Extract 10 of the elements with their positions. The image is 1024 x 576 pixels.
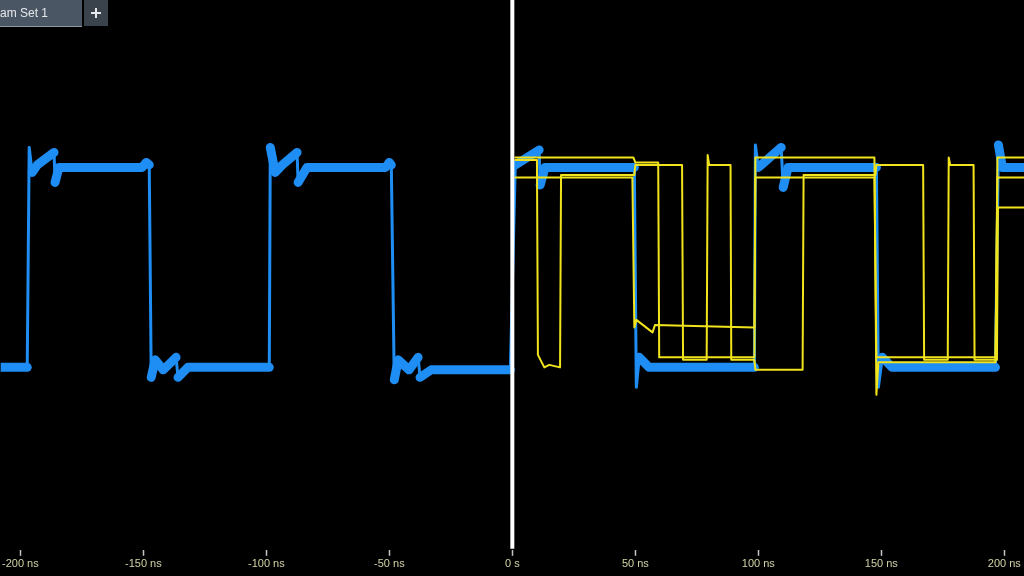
x-tick-label: -200 ns bbox=[1, 557, 40, 570]
tab: am Set 1 bbox=[0, 0, 83, 27]
x-tick-label: 200 ns bbox=[987, 557, 1022, 570]
x-tick-label: 50 ns bbox=[621, 557, 650, 570]
x-tick-label: -150 ns bbox=[124, 557, 163, 570]
x-tick-label: 0 s bbox=[504, 557, 521, 570]
x-tick-label: -50 ns bbox=[374, 557, 406, 570]
x-tick-label: 150 ns bbox=[864, 557, 899, 570]
x-tick-label: 100 ns bbox=[741, 557, 776, 570]
x-tick-label: -100 ns bbox=[247, 557, 286, 570]
